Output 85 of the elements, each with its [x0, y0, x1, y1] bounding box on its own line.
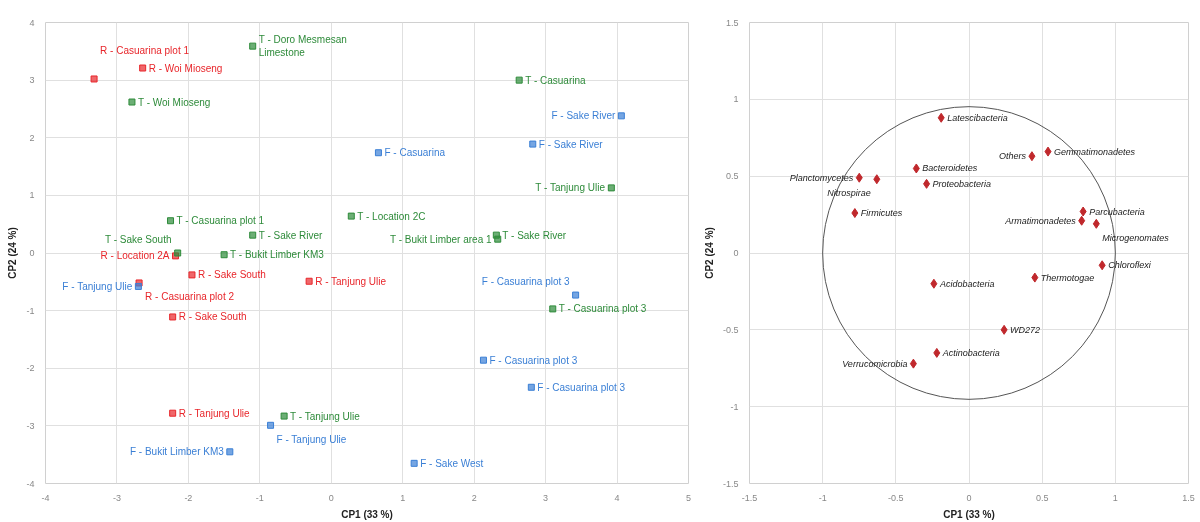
data-label: WD272 [1010, 324, 1041, 335]
y-tick-label: -0.5 [722, 324, 739, 335]
data-label: T - Casuarina [525, 74, 587, 86]
data-label: F - Casuarina plot 3 [489, 354, 578, 366]
data-label: Microgenomates [1102, 232, 1170, 243]
x-tick-label: 0 [328, 492, 334, 503]
data-label: Parcubacteria [1089, 206, 1145, 217]
data-label: Planctomycetes [789, 172, 854, 183]
data-label: Others [998, 151, 1027, 162]
data-label: T - Woi Mioseng [137, 96, 211, 108]
data-label: T - Tanjung Ulie [290, 410, 361, 422]
y-tick-label: -4 [26, 478, 35, 489]
x-tick-label: 1.5 [1182, 492, 1195, 503]
data-label: R - Casuarina plot 2 [145, 291, 235, 303]
y-tick-label: 0.5 [725, 171, 739, 182]
y-tick-label: -3 [26, 420, 35, 431]
x-tick-label: -1 [818, 492, 827, 503]
data-label: F - Casuarina plot 3 [537, 381, 626, 393]
y-tick-label: 1.5 [725, 17, 739, 28]
x-tick-label: 1 [400, 492, 406, 503]
data-label: Firmicutes [860, 208, 903, 219]
x-tick-label: 3 [543, 492, 549, 503]
x-tick-label: 2 [471, 492, 477, 503]
x-tick-label: 0.5 [1035, 492, 1049, 503]
data-label: R - Tanjung Ulie [178, 407, 251, 419]
data-label: Nitrospirae [827, 188, 871, 199]
y-axis-title: CP2 (24 %) [703, 227, 715, 279]
x-tick-label: -1.5 [741, 492, 758, 503]
data-label: Actinobacteria [941, 347, 1000, 358]
data-label: F - Tanjung Ulie [62, 280, 133, 292]
y-tick-label: 2 [29, 132, 35, 143]
data-label: Verrucomicrobia [842, 358, 908, 369]
data-label: Proteobacteria [932, 178, 992, 189]
data-label: Bacteroidetes [922, 163, 978, 174]
x-tick-label: 4 [614, 492, 620, 503]
data-label: Acidobacteria [938, 278, 995, 289]
x-tick-label: -2 [184, 492, 193, 503]
y-tick-label: 3 [29, 75, 35, 86]
data-label: R - Tanjung Ulie [315, 275, 387, 287]
data-label: T - Doro Mesmesan Limestone [258, 34, 347, 59]
x-tick-label: 5 [686, 492, 692, 503]
x-tick-label: 0 [966, 492, 972, 503]
data-label: T - Location 2C [357, 210, 426, 222]
data-label: T - Sake River [502, 229, 567, 241]
x-tick-label: -0.5 [888, 492, 904, 503]
x-axis-title: CP1 (33 %) [341, 508, 393, 520]
data-label: T - Bukit Limber KM3 [230, 249, 325, 261]
y-tick-label: 0 [733, 248, 739, 258]
y-tick-label: 1 [733, 94, 739, 105]
data-label: F - Sake River [551, 110, 617, 122]
y-tick-label: -1 [26, 305, 35, 316]
data-label: T - Casuarina plot 3 [558, 303, 647, 315]
y-axis-title: CP2 (24 %) [7, 227, 19, 279]
data-label: Thermotogae [1040, 272, 1095, 283]
y-tick-label: -1.5 [722, 478, 739, 489]
data-label: R - Location 2A [100, 250, 170, 262]
data-label: R - Sake South [197, 269, 266, 281]
data-label: Chloroflexi [1108, 260, 1152, 271]
x-tick-label: 1 [1112, 492, 1118, 503]
data-label: Gemmatimonadetes [1054, 146, 1136, 157]
y-tick-label: 1 [29, 190, 35, 201]
data-label: T - Sake South [104, 233, 172, 245]
y-tick-label: -2 [26, 363, 35, 374]
x-tick-label: -4 [41, 492, 50, 503]
data-label: R - Woi Mioseng [148, 62, 223, 74]
x-tick-label: -3 [112, 492, 121, 503]
data-label: F - Sake River [538, 138, 604, 150]
x-tick-label: -1 [255, 492, 264, 503]
data-label: F - Casuarina plot 3 [481, 275, 571, 287]
data-label: Latescibacteria [947, 112, 1008, 123]
x-axis-title: CP1 (33 %) [943, 508, 995, 520]
data-label: F - Tanjung Ulie [276, 433, 347, 445]
y-tick-label: 0 [29, 248, 35, 258]
data-label: T - Casuarina plot 1 [176, 215, 265, 227]
data-label: T - Bukit Limber area 1 [390, 233, 492, 245]
data-label: R - Casuarina plot 1 [100, 45, 190, 57]
data-label: R - Sake South [178, 311, 247, 323]
y-tick-label: -1 [730, 401, 739, 412]
data-label: F - Casuarina [384, 147, 446, 159]
data-label: Armatimonadetes [1004, 215, 1077, 226]
data-label: T - Sake River [258, 229, 324, 241]
data-label: T - Tanjung Ulie [535, 182, 606, 194]
data-label: F - Sake West [420, 457, 484, 469]
y-tick-label: 4 [29, 17, 35, 28]
data-label: F - Bukit Limber KM3 [129, 446, 225, 458]
